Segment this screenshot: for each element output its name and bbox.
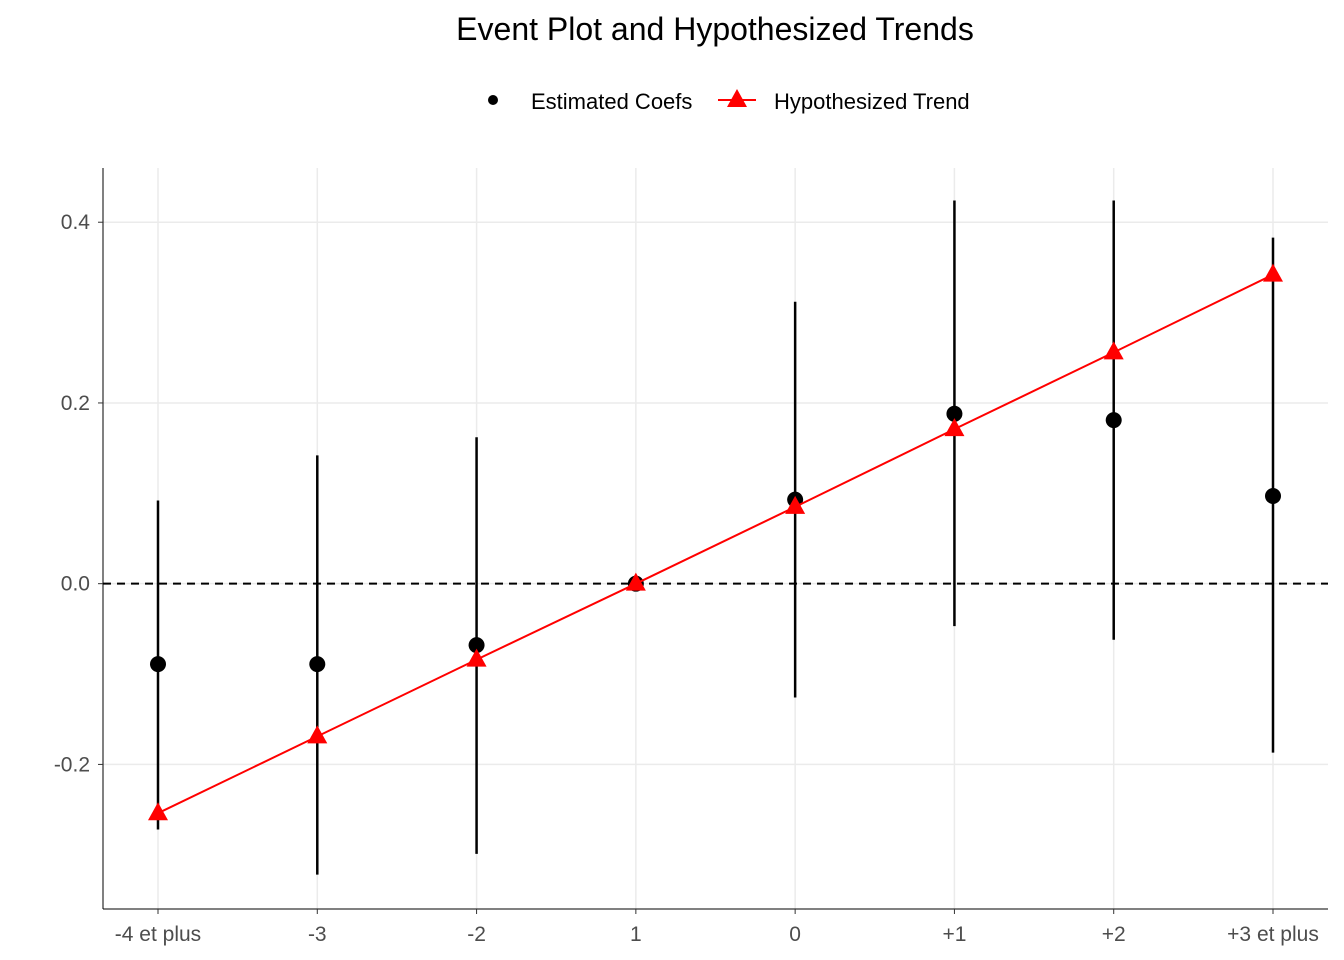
hypothesized-trend-marker: [307, 725, 328, 744]
hypothesized-trend-marker: [1263, 263, 1283, 282]
hypothesized-trend-marker: [625, 572, 646, 591]
legend-item-estimated-coefs: Estimated Coefs: [488, 89, 692, 114]
plot-area: -0.2 0.0 0.2 0.4 -4 et plus -3 -2 1 0 +1 +2 +3 et p…: [54, 168, 1328, 946]
hypothesized-trend-marker: [1103, 341, 1124, 360]
x-tick-label: 0: [789, 923, 801, 946]
hypothesized-trend-marker: [466, 648, 487, 667]
estimated-coef-point: [309, 656, 326, 673]
hypothesized-trend-marker: [944, 418, 965, 437]
x-tick-label: 1: [630, 923, 642, 946]
hypothesized-trend-marker: [785, 495, 806, 514]
legend: Estimated Coefs Hypothesized Trend: [488, 89, 970, 114]
x-tick-label: +2: [1102, 923, 1126, 946]
x-tick-label: -4 et plus: [115, 923, 201, 946]
estimated-coef-point: [1105, 412, 1122, 429]
x-tick-label: -2: [467, 923, 486, 946]
legend-triangle-marker: [727, 89, 747, 107]
estimated-coef-point: [946, 405, 963, 422]
chart-title: Event Plot and Hypothesized Trends: [456, 11, 974, 47]
legend-point-marker: [488, 95, 498, 105]
legend-item-hypothesized-trend: Hypothesized Trend: [718, 89, 970, 114]
hypothesized-trend-marker: [148, 802, 168, 821]
legend-label-estimated-coefs: Estimated Coefs: [531, 89, 692, 114]
hypothesized-trend-line: [157, 273, 1274, 815]
x-tick-label: +1: [942, 923, 966, 946]
estimated-coef-point: [150, 656, 166, 673]
y-tick-label: -0.2: [54, 753, 90, 776]
x-tick-label: +3 et plus: [1227, 923, 1319, 946]
legend-label-hypothesized-trend: Hypothesized Trend: [774, 89, 970, 114]
x-tick-label: -3: [308, 923, 327, 946]
y-tick-label: 0.4: [61, 211, 91, 234]
estimated-coef-point: [1265, 488, 1281, 505]
y-tick-label: 0.2: [61, 392, 90, 415]
estimated-coef-point: [468, 637, 485, 654]
y-tick-label: 0.0: [61, 573, 90, 596]
